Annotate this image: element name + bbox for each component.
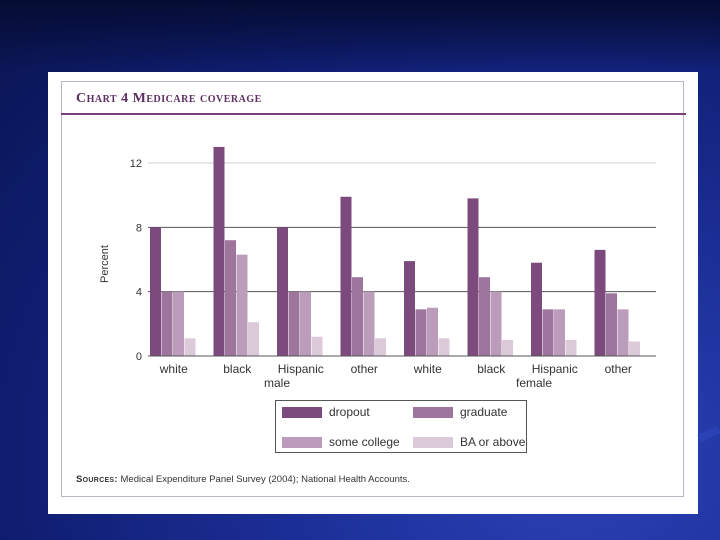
legend-label-some-college: some college	[329, 435, 400, 449]
x-tick-label-male-hispanic: Hispanic	[278, 362, 324, 376]
bar-male-other-some-college	[363, 291, 375, 356]
bar-male-hispanic-some-college	[300, 291, 311, 356]
bar-male-white-graduate	[161, 291, 173, 356]
y-tick-label-4: 4	[136, 287, 142, 299]
x-tick-label-male-other: other	[351, 362, 378, 376]
sources-note: Sources: Medical Expenditure Panel Surve…	[76, 474, 410, 485]
legend-swatch-graduate	[413, 406, 453, 418]
legend-label-ba-or-above: BA or above	[460, 435, 526, 449]
bar-female-black-some-college	[490, 291, 502, 356]
chart-frame	[61, 81, 684, 497]
x-tick-label-female-black: black	[477, 362, 506, 376]
sources-text: Medical Expenditure Panel Survey (2004);…	[117, 474, 410, 485]
x-tick-label-male-white: white	[159, 362, 188, 376]
bar-male-black-dropout	[213, 146, 225, 356]
legend-label-dropout: dropout	[329, 405, 370, 419]
x-tick-label-male-black: black	[223, 362, 252, 376]
bar-male-black-ba-or-above	[248, 322, 259, 356]
legend-item-graduate: graduate	[413, 404, 507, 420]
group-label-female: female	[516, 376, 553, 390]
sources-label: Sources:	[76, 474, 118, 485]
bar-female-black-ba-or-above	[502, 339, 513, 356]
legend-swatch-dropout	[282, 406, 322, 418]
bar-female-hispanic-graduate	[542, 309, 554, 356]
group-label-male: male	[264, 376, 291, 390]
x-tick-label-female-other: other	[605, 362, 632, 376]
chart-title: Chart 4 Medicare coverage	[76, 91, 262, 106]
bar-male-other-dropout	[340, 196, 352, 356]
legend-item-some-college: some college	[282, 434, 400, 450]
bar-female-other-graduate	[606, 293, 617, 356]
bar-male-hispanic-graduate	[288, 291, 300, 356]
bar-male-hispanic-dropout	[277, 227, 288, 356]
bar-male-other-graduate	[352, 277, 363, 356]
legend-swatch-some-college	[282, 436, 322, 448]
bar-female-other-dropout	[594, 249, 606, 356]
y-tick-label-0: 0	[136, 351, 142, 363]
bar-male-black-some-college	[236, 254, 248, 356]
bar-female-white-ba-or-above	[438, 338, 450, 356]
legend-label-graduate: graduate	[460, 405, 508, 419]
slide-header-band	[0, 0, 720, 70]
y-tick-label-12: 12	[130, 158, 142, 170]
legend-swatch-ba-or-above	[413, 436, 453, 448]
bar-female-white-graduate	[415, 309, 427, 356]
chart-legend: dropout graduate some college BA or abov…	[275, 400, 527, 453]
bar-male-black-graduate	[225, 240, 236, 356]
bar-female-black-graduate	[479, 277, 490, 356]
bar-male-white-dropout	[150, 227, 161, 356]
y-tick-label-8: 8	[136, 222, 142, 234]
bar-female-hispanic-ba-or-above	[565, 339, 577, 356]
legend-item-dropout: dropout	[282, 404, 370, 420]
bar-female-other-ba-or-above	[629, 341, 640, 356]
bar-female-other-some-college	[617, 309, 629, 356]
bar-male-other-ba-or-above	[375, 338, 386, 356]
x-tick-label-female-hispanic: Hispanic	[532, 362, 578, 376]
bar-female-black-dropout	[467, 198, 479, 356]
bar-male-white-some-college	[173, 291, 184, 356]
bar-male-white-ba-or-above	[184, 338, 196, 356]
title-rule	[61, 113, 686, 115]
bar-female-hispanic-dropout	[531, 262, 542, 356]
x-tick-label-female-white: white	[413, 362, 442, 376]
legend-item-ba-or-above: BA or above	[413, 434, 525, 450]
bar-female-hispanic-some-college	[554, 309, 565, 356]
bar-female-white-some-college	[427, 307, 438, 356]
bar-male-hispanic-ba-or-above	[311, 336, 323, 356]
bar-female-white-dropout	[404, 261, 415, 356]
